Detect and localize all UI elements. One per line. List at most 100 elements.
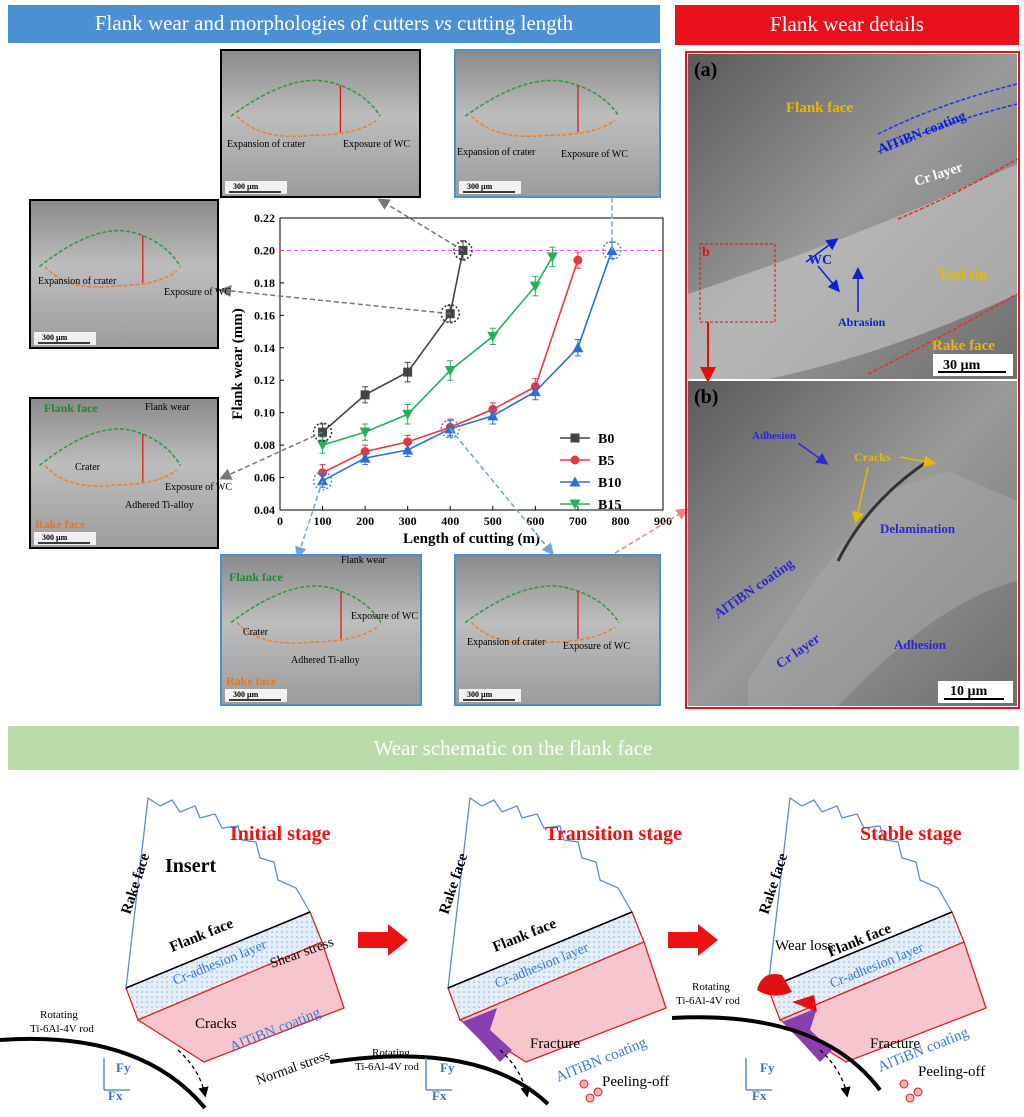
debris bbox=[906, 1094, 914, 1102]
data-point bbox=[571, 434, 580, 443]
stage-label: Fracture bbox=[530, 1036, 580, 1052]
stage-label: Ti-6Al-4V rod bbox=[355, 1061, 419, 1073]
sem-label: Adhesion bbox=[752, 430, 796, 442]
data-point bbox=[403, 368, 412, 377]
y-tick-label: 0.20 bbox=[254, 243, 275, 257]
micrograph-label: Flank face bbox=[229, 570, 283, 584]
stage-label: Fx bbox=[432, 1088, 447, 1103]
y-axis-label: Flank wear (mm) bbox=[230, 308, 246, 419]
sem-label: Cracks bbox=[854, 450, 891, 464]
stage-label: Insert bbox=[165, 855, 216, 877]
stage-label: Fy bbox=[116, 1060, 131, 1075]
x-tick-label: 400 bbox=[441, 514, 459, 528]
micrograph-label: Exposure of WC bbox=[351, 611, 418, 622]
stage-label: Peeling-off bbox=[602, 1074, 669, 1090]
y-tick-label: 0.16 bbox=[254, 308, 275, 322]
sem-label: (b) bbox=[694, 386, 718, 408]
micrograph-label: Expansion of crater bbox=[457, 147, 536, 158]
stage-label: Ti-6Al-4V rod bbox=[30, 1023, 94, 1035]
sem-label: (a) bbox=[694, 59, 717, 81]
stage-label: Transition stage bbox=[545, 823, 682, 845]
micrograph-label: Expansion of crater bbox=[38, 276, 117, 287]
micrograph-label: 300 µm bbox=[42, 533, 68, 542]
micrograph-label: Expansion of crater bbox=[467, 637, 546, 648]
micrograph: Flank face Flank wear Crater Exposure of WC… bbox=[30, 398, 232, 548]
micrograph-label: 300 µm bbox=[42, 333, 68, 342]
header-part: vs bbox=[434, 11, 452, 35]
micrograph-label: Adhered Ti-alloy bbox=[125, 500, 194, 511]
micrograph-label: Exposure of WC bbox=[563, 641, 630, 652]
micrograph-label: 300 µm bbox=[233, 690, 259, 699]
stage-label: Cracks bbox=[195, 1016, 237, 1032]
x-tick-label: 200 bbox=[356, 514, 374, 528]
micrograph: Expansion of crater Exposure of WC 300 µm bbox=[455, 50, 660, 197]
data-point bbox=[571, 456, 580, 465]
micrograph-label: Flank face bbox=[44, 401, 98, 415]
micrograph-label: 300 µm bbox=[467, 182, 493, 191]
sem-label: 30 µm bbox=[943, 358, 981, 373]
stage-label: Normal stress bbox=[254, 1048, 332, 1089]
debris bbox=[900, 1080, 908, 1088]
micrograph-label: Exposure of WC bbox=[561, 149, 628, 160]
stage-label: Rotating bbox=[692, 981, 730, 993]
y-tick-label: 0.10 bbox=[254, 406, 275, 420]
micrograph-image bbox=[30, 200, 218, 348]
micrograph-label: Exposure of WC bbox=[343, 139, 410, 150]
micrograph-label: Rake face bbox=[226, 674, 277, 688]
x-tick-label: 0 bbox=[277, 514, 283, 528]
y-tick-label: 0.22 bbox=[254, 211, 275, 225]
micrograph: Flank face Flank wear Crater Exposure of WC… bbox=[221, 555, 421, 705]
stage-label: Initial stage bbox=[230, 823, 331, 845]
sem-label: Abrasion bbox=[838, 315, 886, 329]
data-point bbox=[573, 256, 582, 265]
x-tick-label: 700 bbox=[569, 514, 587, 528]
micrograph-label: Expansion of crater bbox=[227, 139, 306, 150]
schematic-header: Wear schematic on the flank face bbox=[374, 736, 653, 760]
x-tick-label: 300 bbox=[399, 514, 417, 528]
stage-label: Fy bbox=[440, 1060, 455, 1075]
sem-label: Rake face bbox=[932, 338, 995, 354]
legend-label: B5 bbox=[598, 454, 614, 469]
micrograph-image bbox=[455, 555, 660, 705]
micrograph-label: Crater bbox=[75, 462, 101, 473]
sem-label: Flank face bbox=[786, 100, 853, 116]
y-tick-label: 0.08 bbox=[254, 438, 275, 452]
micrograph-label: Exposure of WC bbox=[165, 482, 232, 493]
x-tick-label: 100 bbox=[314, 514, 332, 528]
header-part: Flank wear and morphologies of cutters bbox=[95, 11, 434, 35]
stage-arrow bbox=[668, 924, 718, 956]
debris bbox=[580, 1080, 588, 1088]
x-axis-label: Length of cutting (m) bbox=[403, 531, 540, 547]
x-tick-label: 800 bbox=[611, 514, 629, 528]
sem-label: Tool tip bbox=[938, 267, 987, 283]
legend-label: B0 bbox=[598, 432, 614, 447]
micrograph-label: Crater bbox=[243, 627, 269, 638]
x-tick-label: 900 bbox=[654, 514, 672, 528]
y-tick-label: 0.12 bbox=[254, 373, 275, 387]
micrograph-label: Flank wear bbox=[145, 402, 190, 413]
stage-label: Stable stage bbox=[860, 823, 962, 845]
header-part: cutting length bbox=[452, 11, 574, 35]
micrograph-image bbox=[455, 50, 660, 197]
stage-label: Ti-6Al-4V rod bbox=[676, 995, 740, 1007]
micrograph-image bbox=[221, 50, 420, 197]
stage-label: Fx bbox=[752, 1088, 767, 1103]
y-tick-label: 0.06 bbox=[254, 471, 275, 485]
sem-label: Adhesion bbox=[894, 637, 947, 652]
micrograph-label: Flank wear bbox=[341, 555, 386, 566]
sem-label: 10 µm bbox=[950, 684, 988, 699]
x-tick-label: 500 bbox=[484, 514, 502, 528]
stage-label: Rotating bbox=[372, 1047, 410, 1059]
stage-arrow bbox=[358, 924, 408, 956]
stage-label: Fy bbox=[760, 1060, 775, 1075]
left-header: Flank wear and morphologies of cutters v… bbox=[95, 11, 574, 35]
workpiece-rod bbox=[0, 1039, 205, 1108]
